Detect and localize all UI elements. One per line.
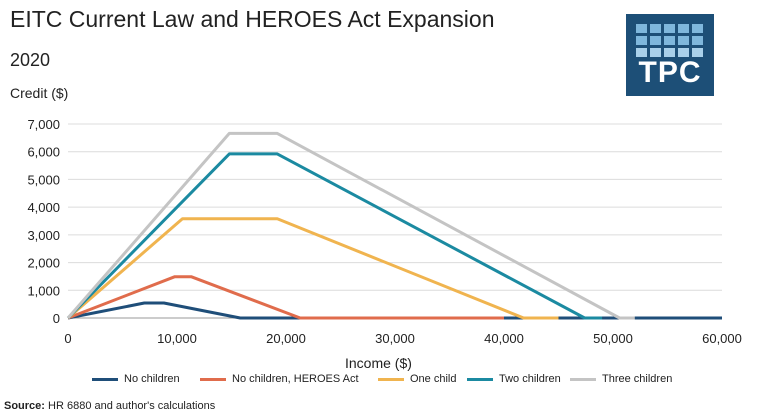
x-tick-label: 50,000 bbox=[593, 331, 633, 346]
series-line bbox=[66, 152, 603, 320]
y-axis-label: Credit ($) bbox=[10, 85, 69, 101]
x-tick-label: 40,000 bbox=[484, 331, 524, 346]
x-tick-label: 0 bbox=[64, 331, 71, 346]
x-tick-label: 30,000 bbox=[375, 331, 415, 346]
y-tick-label: 1,000 bbox=[27, 283, 60, 298]
source-note: Source: HR 6880 and author's calculation… bbox=[4, 400, 215, 412]
legend-swatch bbox=[570, 377, 596, 381]
legend-label: Two children bbox=[499, 373, 561, 385]
series-lines bbox=[66, 131, 722, 320]
legend-item: Three children bbox=[570, 373, 672, 385]
legend-swatch bbox=[378, 377, 404, 381]
grid-lines bbox=[68, 123, 722, 319]
x-tick-label: 20,000 bbox=[266, 331, 306, 346]
y-tick-label: 7,000 bbox=[27, 117, 60, 132]
y-tick-label: 2,000 bbox=[27, 256, 60, 271]
legend-item: No children bbox=[92, 373, 180, 385]
series-line bbox=[67, 275, 504, 320]
source-text: HR 6880 and author's calculations bbox=[44, 400, 216, 412]
tpc-logo: TPC bbox=[626, 14, 714, 96]
legend-label: No children, HEROES Act bbox=[232, 373, 359, 385]
y-tick-label: 5,000 bbox=[27, 172, 60, 187]
legend-swatch bbox=[467, 377, 493, 381]
y-tick-label: 0 bbox=[53, 311, 60, 326]
x-axis-label: Income ($) bbox=[345, 355, 412, 371]
chart-title: EITC Current Law and HEROES Act Expansio… bbox=[10, 6, 495, 32]
legend-label: No children bbox=[124, 373, 180, 385]
y-tick-label: 3,000 bbox=[27, 228, 60, 243]
legend-item: No children, HEROES Act bbox=[200, 373, 359, 385]
x-tick-labels: 0 10,000 20,000 30,000 40,000 50,000 60,000 bbox=[64, 331, 742, 346]
chart-subtitle: 2020 bbox=[10, 50, 51, 70]
logo-text: TPC bbox=[638, 56, 702, 89]
y-tick-label: 4,000 bbox=[27, 200, 60, 215]
legend-item: Two children bbox=[467, 373, 561, 385]
x-tick-label: 10,000 bbox=[157, 331, 197, 346]
series-line bbox=[67, 301, 722, 320]
logo-grid-icon bbox=[636, 24, 703, 57]
legend-label: Three children bbox=[602, 373, 673, 385]
legend-label: One child bbox=[410, 373, 457, 385]
legend-item: One child bbox=[378, 373, 456, 385]
series-line bbox=[66, 131, 635, 320]
legend-swatch bbox=[92, 377, 118, 381]
x-tick-label: 60,000 bbox=[702, 331, 742, 346]
legend: No children No children, HEROES Act One ch… bbox=[0, 373, 759, 391]
y-tick-label: 6,000 bbox=[27, 145, 60, 160]
series-line bbox=[67, 217, 559, 320]
y-tick-labels: 0 1,000 2,000 3,000 4,000 5,000 6,000 7,000 bbox=[27, 117, 60, 326]
source-label: Source: bbox=[4, 400, 45, 412]
legend-swatch bbox=[200, 377, 226, 381]
